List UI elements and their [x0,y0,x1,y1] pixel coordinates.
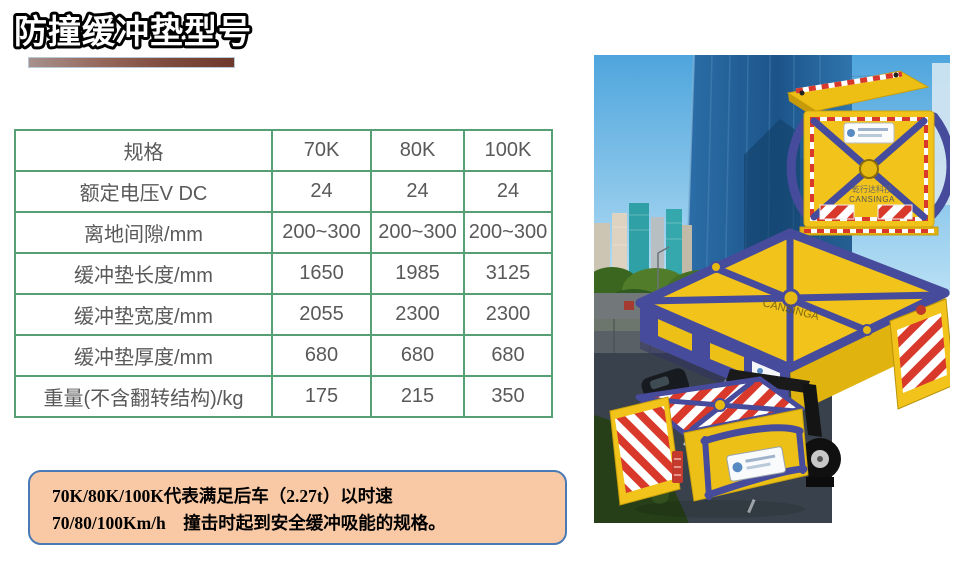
table-row: 额定电压V DC 24 24 24 [14,170,553,213]
header-80k: 80K [370,129,465,172]
row-label: 缓冲垫厚度/mm [14,334,273,377]
header-70k: 70K [271,129,372,172]
tow-arm [726,369,841,487]
table-row: 缓冲垫宽度/mm 2055 2300 2300 [14,293,553,336]
note-line-2: 70/80/100Km/h 撞击时起到安全缓冲吸能的规格。 [52,513,446,533]
product-photo: 乾行达科技 CANSINGA [594,55,950,523]
crash-cushion-rear-view: 乾行达科技 CANSINGA [786,70,950,236]
table-cell: 2055 [271,293,372,336]
table-cell: 1650 [271,252,372,295]
note-box: 70K/80K/100K代表满足后车（2.27t）以时速 70/80/100Km… [28,470,567,545]
info-plate [726,446,787,482]
crash-cushion-perspective-view: CANSINGA [635,228,950,415]
table-row: 重量(不含翻转结构)/kg 175 215 350 [14,375,553,418]
crash-cushion-front-view [609,369,841,518]
table-cell: 24 [463,170,553,213]
row-label: 重量(不含翻转结构)/kg [14,375,273,418]
spec-table: 规格 70K 80K 100K 额定电压V DC 24 24 24 离地间隙/m… [14,129,553,418]
brand-cn-text: 乾行达科技 [852,184,892,194]
table-cell: 680 [271,334,372,377]
table-cell: 1985 [370,252,465,295]
street-lamp [657,246,670,291]
row-label: 缓冲垫长度/mm [14,252,273,295]
row-label: 额定电压V DC [14,170,273,213]
table-cell: 200~300 [370,211,465,254]
table-row: 缓冲垫厚度/mm 680 680 680 [14,334,553,377]
title-underline-bar [28,57,235,68]
table-cell: 2300 [370,293,465,336]
table-cell: 175 [271,375,372,418]
table-cell: 200~300 [463,211,553,254]
table-cell: 215 [370,375,465,418]
table-cell: 200~300 [271,211,372,254]
table-cell: 3125 [463,252,553,295]
note-line-1: 70K/80K/100K代表满足后车（2.27t）以时速 [52,486,393,506]
table-header-row: 规格 70K 80K 100K [14,129,553,172]
header-100k: 100K [463,129,553,172]
table-cell: 2300 [463,293,553,336]
header-spec: 规格 [14,129,273,172]
table-cell: 680 [370,334,465,377]
brand-en-text: CANSINGA [849,195,895,204]
page-title: 防撞缓冲垫型号 [11,9,254,54]
row-label: 离地间隙/mm [14,211,273,254]
table-cell: 24 [271,170,372,213]
table-cell: 680 [463,334,553,377]
table-row: 离地间隙/mm 200~300 200~300 200~300 [14,211,553,254]
page-title-text: 防撞缓冲垫型号 [14,12,252,51]
table-cell: 350 [463,375,553,418]
table-row: 缓冲垫长度/mm 1650 1985 3125 [14,252,553,295]
row-label: 缓冲垫宽度/mm [14,293,273,336]
table-cell: 24 [370,170,465,213]
